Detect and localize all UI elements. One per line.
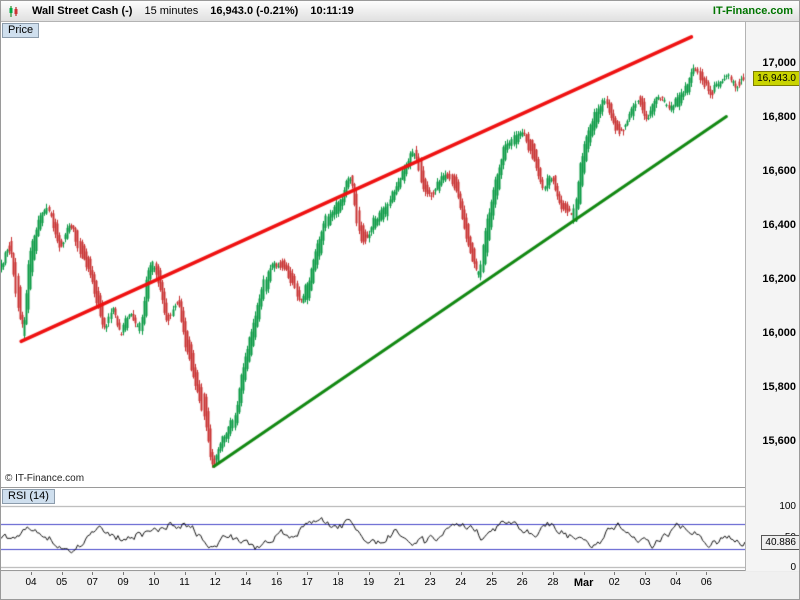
- axis-tick: [276, 572, 278, 575]
- axis-tick: [399, 572, 401, 575]
- title-bar: Wall Street Cash (-) 15 minutes 16,943.0…: [1, 1, 799, 22]
- date-label: 06: [700, 577, 712, 588]
- timeframe-label: 15 minutes: [144, 5, 199, 17]
- axis-tick: [31, 572, 32, 575]
- last-price-badge: 16,943.0: [753, 70, 799, 86]
- date-label: 25: [485, 577, 498, 588]
- date-label: 16: [271, 577, 283, 588]
- date-label: 14: [240, 577, 252, 588]
- rsi-axis[interactable]: 40.886 100500: [745, 488, 799, 573]
- date-label: 23: [424, 577, 436, 588]
- date-label: 09: [117, 577, 129, 588]
- date-label: 18: [332, 577, 344, 588]
- date-label: 04: [670, 577, 682, 588]
- price-axis[interactable]: 16,943.0 17,000 16,800 16,600 16,400 16,200 1…: [745, 22, 799, 488]
- date-label: 04: [25, 577, 37, 588]
- axis-tick: [153, 572, 155, 575]
- axis-tick: [307, 572, 309, 575]
- date-label: 17: [301, 577, 313, 588]
- price-tick-label: 16,000: [762, 326, 796, 339]
- date-label: 28: [547, 577, 559, 588]
- tab-rsi[interactable]: RSI (14): [2, 489, 55, 504]
- axis-tick: [123, 572, 125, 575]
- clock-label: 10:11:19: [310, 5, 354, 17]
- axis-tick: [61, 572, 63, 575]
- date-label: 11: [179, 577, 190, 588]
- copyright-label: © IT-Finance.com: [5, 473, 85, 484]
- tab-price[interactable]: Price: [2, 23, 40, 38]
- axis-tick: [522, 572, 524, 575]
- axis-tick: [430, 572, 432, 575]
- date-label: Mar: [573, 577, 594, 589]
- axis-tick: [491, 572, 493, 575]
- date-label: 02: [608, 577, 620, 588]
- date-label: 24: [455, 577, 467, 588]
- axis-tick: [645, 572, 646, 575]
- axis-tick: [184, 572, 186, 575]
- price-tick-label: 17,000: [762, 56, 796, 69]
- price-tick-label: 15,800: [762, 380, 796, 393]
- axis-tick: [675, 572, 677, 575]
- axis-tick: [92, 572, 94, 575]
- date-label: 10: [148, 577, 160, 588]
- axis-tick: [583, 572, 585, 575]
- axis-tick: [460, 572, 462, 575]
- axis-tick: [245, 572, 247, 575]
- brand-link[interactable]: IT-Finance.com: [712, 5, 793, 17]
- price-chart-canvas[interactable]: [1, 22, 745, 488]
- axis-tick: [552, 572, 554, 575]
- date-label: 19: [363, 577, 375, 588]
- price-panel: Price © IT-Finance.com: [1, 22, 745, 488]
- time-axis[interactable]: 04 05 07 09 10 11 12 14 16 17 18 19 21 23 24 25 26 28 Mar 0…: [1, 572, 799, 599]
- date-label: 26: [516, 577, 528, 588]
- last-quote-label: 16,943.0 (-0.21%): [210, 5, 299, 17]
- axis-tick: [706, 572, 708, 575]
- rsi-panel: RSI (14): [1, 488, 745, 571]
- rsi-chart-canvas[interactable]: [1, 488, 745, 571]
- date-label: 05: [56, 577, 68, 588]
- axis-tick: [338, 572, 339, 575]
- price-tick-label: 16,800: [762, 110, 796, 123]
- rsi-value-badge: 40.886: [761, 535, 799, 551]
- instrument-title: Wall Street Cash (-): [32, 5, 133, 17]
- date-label: 03: [639, 577, 651, 588]
- rsi-tick-label: 100: [779, 501, 796, 512]
- price-tick-label: 16,600: [762, 164, 796, 177]
- price-tick-label: 15,600: [762, 434, 796, 447]
- price-tick-label: 16,400: [762, 218, 796, 231]
- rsi-tick-label: 0: [790, 562, 796, 573]
- date-label: 21: [393, 577, 405, 588]
- axis-tick: [368, 572, 370, 575]
- candlestick-chart-icon: [7, 5, 20, 18]
- axis-tick: [215, 572, 217, 575]
- date-label: 12: [209, 577, 221, 588]
- price-tick-label: 16,200: [762, 272, 796, 285]
- axis-tick: [614, 572, 616, 575]
- date-label: 07: [86, 577, 98, 588]
